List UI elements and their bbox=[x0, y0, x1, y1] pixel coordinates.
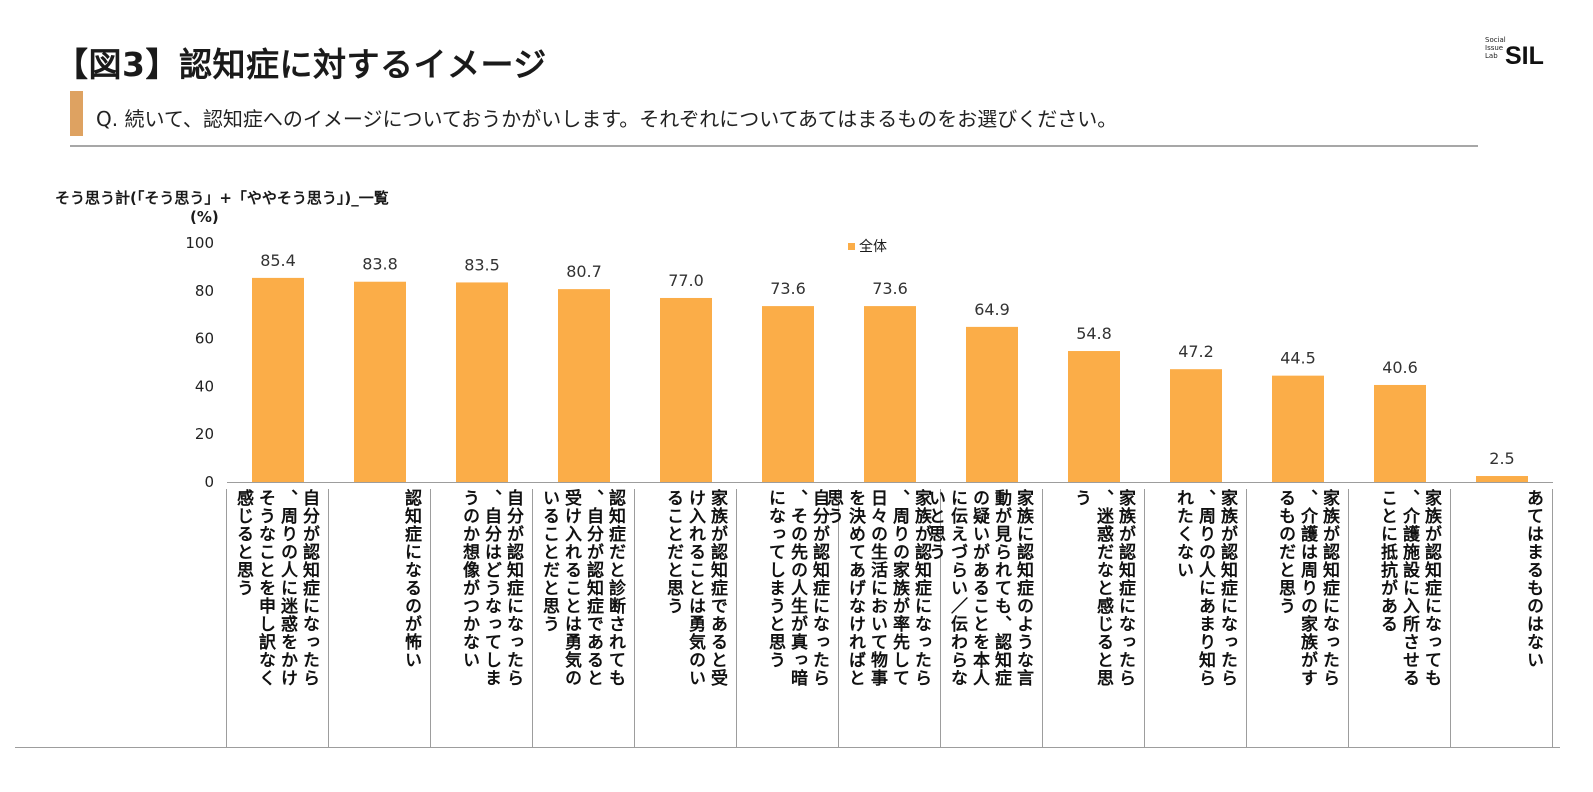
y-axis-unit: (%) bbox=[190, 208, 219, 226]
y-tick-label: 60 bbox=[195, 330, 214, 348]
category-label: あてはまるものはない bbox=[1523, 489, 1543, 669]
legend-label: 全体 bbox=[859, 239, 887, 255]
header-divider bbox=[70, 145, 1478, 147]
data-label: 64.9 bbox=[974, 300, 1010, 319]
data-label: 85.4 bbox=[260, 251, 296, 270]
chart-legend: 全体 bbox=[848, 236, 887, 256]
data-label: 44.5 bbox=[1280, 349, 1316, 368]
y-tick-label: 40 bbox=[195, 377, 214, 395]
data-label: 54.8 bbox=[1076, 324, 1112, 343]
bar bbox=[1272, 375, 1324, 482]
category-label: 認知症になるのが怖い bbox=[401, 489, 421, 669]
bar bbox=[762, 306, 814, 482]
data-label: 73.6 bbox=[872, 279, 908, 298]
page-title: 【図3】認知症に対するイメージ bbox=[55, 45, 547, 84]
data-label: 40.6 bbox=[1382, 358, 1418, 377]
category-cell: 自分が認知症になったら 、その先の人生が真っ暗 になってしまうと思う bbox=[737, 489, 839, 747]
category-cell: 認知症だと診断されても 、自分が認知症であると 受け入れることは勇気の いること… bbox=[533, 489, 635, 747]
bar bbox=[966, 326, 1018, 482]
bar bbox=[252, 277, 304, 482]
bar bbox=[864, 306, 916, 482]
bar bbox=[660, 297, 712, 482]
y-tick-label: 100 bbox=[185, 234, 214, 252]
logo-text: SIL bbox=[1505, 42, 1544, 70]
y-tick-label: 20 bbox=[195, 425, 214, 443]
category-cell: 自分が認知症になったら 、周りの人に迷惑をかけ そうなことを申し訳なく 感じると… bbox=[227, 489, 329, 747]
category-cell: 家族が認知症になったら 、周りの家族が率先して 日々の生活において物事 を決めて… bbox=[823, 489, 941, 747]
category-label: 自分が認知症になったら 、周りの人に迷惑をかけ そうなことを申し訳なく 感じると… bbox=[233, 489, 319, 687]
bar bbox=[1170, 369, 1222, 482]
data-label: 83.8 bbox=[362, 255, 398, 274]
category-cell: 認知症になるのが怖い bbox=[329, 489, 431, 747]
y-tick-label: 80 bbox=[195, 282, 214, 300]
category-cell: 家族が認知症になっても 、介護施設に入所させる ことに抵抗がある bbox=[1349, 489, 1451, 747]
category-cell: 家族に認知症のような言 動が見られても、認知症 の疑いがあることを本人 に伝えづ… bbox=[925, 489, 1043, 747]
category-cell: 家族が認知症になったら 、周りの人にあまり知ら れたくない bbox=[1145, 489, 1247, 747]
sil-logo: Social Issue Lab SIL bbox=[1485, 36, 1555, 76]
data-label: 77.0 bbox=[668, 271, 704, 290]
question-accent-bar bbox=[70, 91, 83, 136]
data-label: 47.2 bbox=[1178, 342, 1214, 361]
category-label: 家族が認知症であると受 け入れることは勇気のい ることだと思う bbox=[663, 489, 727, 687]
category-label: 家族が認知症になっても 、介護施設に入所させる ことに抵抗がある bbox=[1377, 489, 1441, 687]
bar bbox=[456, 282, 508, 482]
bar bbox=[1374, 384, 1426, 482]
category-left-border bbox=[226, 489, 227, 747]
y-tick-label: 0 bbox=[204, 473, 214, 491]
category-label: 自分が認知症になったら 、自分はどうなってしま うのか想像がつかない bbox=[459, 489, 523, 687]
category-label: 家族が認知症になったら 、介護は周りの家族がす るものだと思う bbox=[1275, 489, 1339, 687]
bar bbox=[354, 281, 406, 482]
bar bbox=[558, 289, 610, 482]
category-cell: 家族が認知症になったら 、介護は周りの家族がす るものだと思う bbox=[1247, 489, 1349, 747]
category-cell: 自分が認知症になったら 、自分はどうなってしま うのか想像がつかない bbox=[431, 489, 533, 747]
category-label: 家族が認知症になったら 、周りの人にあまり知ら れたくない bbox=[1173, 489, 1237, 687]
chart-title: そう思う計(「そう思う」+「ややそう思う」)_一覧 bbox=[55, 189, 389, 207]
data-label: 83.5 bbox=[464, 255, 500, 274]
category-cell: 家族が認知症であると受 け入れることは勇気のい ることだと思う bbox=[635, 489, 737, 747]
table-bottom-rule bbox=[15, 747, 1560, 748]
category-cell: あてはまるものはない bbox=[1451, 489, 1553, 747]
category-label: 認知症だと診断されても 、自分が認知症であると 受け入れることは勇気の いること… bbox=[539, 489, 625, 687]
category-label: 家族が認知症になったら 、周りの家族が率先して 日々の生活において物事 を決めて… bbox=[823, 489, 931, 687]
logo-subtext: Social Issue Lab bbox=[1485, 36, 1506, 60]
category-cell: 家族が認知症になったら 、迷惑だなと感じると思 う bbox=[1043, 489, 1145, 747]
data-label: 73.6 bbox=[770, 279, 806, 298]
data-label: 2.5 bbox=[1489, 449, 1514, 468]
legend-swatch bbox=[848, 242, 855, 250]
category-label: 家族が認知症になったら 、迷惑だなと感じると思 う bbox=[1071, 489, 1135, 687]
data-label: 80.7 bbox=[566, 262, 602, 281]
question-text: Q. 続いて、認知症へのイメージについておうかがいします。それぞれについてあては… bbox=[96, 107, 1118, 131]
category-label: 家族に認知症のような言 動が見られても、認知症 の疑いがあることを本人 に伝えづ… bbox=[925, 489, 1033, 687]
category-label: 自分が認知症になったら 、その先の人生が真っ暗 になってしまうと思う bbox=[765, 489, 829, 687]
bar bbox=[1068, 351, 1120, 482]
bar bbox=[1476, 476, 1528, 482]
